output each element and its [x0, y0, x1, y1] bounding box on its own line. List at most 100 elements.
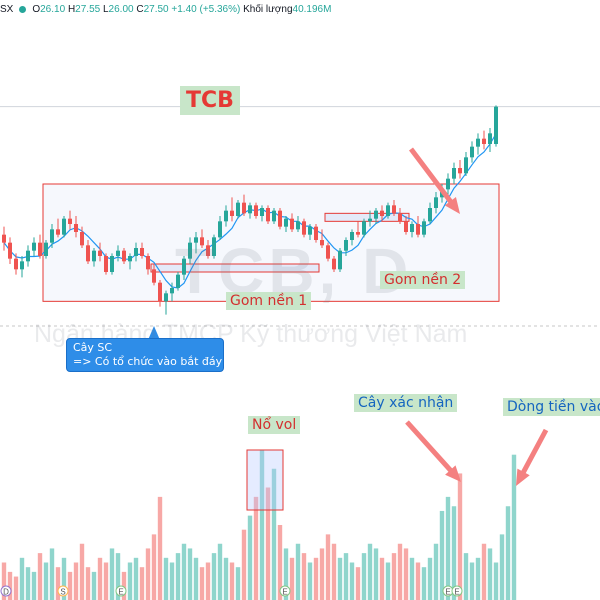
volume-bar — [343, 553, 349, 600]
volume-bar — [307, 562, 313, 600]
volume-bar — [187, 548, 193, 600]
volume-bar — [469, 562, 475, 600]
base-2-label: Gom nền 2 — [380, 271, 466, 289]
callout-title: Cây SC — [73, 341, 113, 354]
base-box — [150, 263, 320, 273]
candle-body — [74, 224, 78, 232]
candle-body — [26, 250, 30, 262]
volume-bar — [271, 468, 277, 600]
candle-body — [224, 210, 228, 222]
candle-body — [458, 168, 462, 174]
candle-body — [158, 282, 162, 302]
volume-bar — [43, 562, 49, 600]
candle-body — [266, 208, 270, 222]
volume-bar — [355, 567, 361, 600]
volume-bar — [403, 548, 409, 600]
volume-bar — [1, 562, 7, 600]
candle-body — [320, 240, 324, 246]
candle-body — [110, 256, 114, 272]
candle-body — [176, 274, 180, 288]
open-label: O — [32, 4, 41, 15]
volume-bar — [217, 543, 223, 600]
candle-body — [272, 210, 276, 222]
volume-bar — [31, 571, 37, 600]
volume-bar — [25, 567, 31, 600]
volume-bar — [277, 525, 283, 600]
volume-burst-box — [246, 449, 284, 511]
volume-bar — [127, 562, 133, 600]
candle-body — [170, 288, 174, 294]
volume-bar — [451, 506, 457, 600]
volume-bar — [229, 562, 235, 600]
volume-bar — [349, 562, 355, 600]
volume-bar — [457, 473, 463, 600]
candle-body — [212, 237, 216, 256]
volume-bar — [295, 543, 301, 600]
volume-bar — [493, 562, 499, 600]
candle-body — [410, 224, 414, 232]
volume-bar — [487, 548, 493, 600]
candle-body — [38, 242, 42, 256]
candle-body — [356, 232, 360, 235]
base-box — [324, 212, 410, 222]
candle-body — [296, 221, 300, 230]
candle-body — [128, 256, 132, 262]
volume-bar — [139, 567, 145, 600]
candle-body — [242, 202, 246, 214]
candle-body — [134, 248, 138, 256]
volume-bar — [439, 510, 445, 600]
candle-body — [194, 237, 198, 243]
open-value: 26.10 — [40, 4, 66, 15]
event-marker-letter: S — [60, 588, 65, 597]
volume-bar — [259, 450, 265, 600]
volume-bar — [49, 548, 55, 600]
volume-bar — [331, 543, 337, 600]
volume-bar — [199, 567, 205, 600]
candle-body — [404, 221, 408, 232]
volume-bar — [433, 543, 439, 600]
volume-bar — [55, 567, 61, 600]
volume-bar — [13, 576, 19, 600]
candle-body — [236, 202, 240, 216]
volume-label: Khối lượng — [243, 4, 293, 15]
candle-body — [62, 218, 66, 235]
volume-bar — [379, 557, 385, 600]
volume-bar — [151, 534, 157, 600]
candle-body — [80, 232, 84, 246]
candle-body — [182, 258, 186, 275]
volume-bar — [163, 557, 169, 600]
exchange-label: SX — [0, 4, 14, 15]
volume-bar — [301, 553, 307, 600]
volume-bar — [361, 553, 367, 600]
candle-body — [488, 133, 492, 144]
candle-body — [104, 256, 108, 272]
event-marker-letter: E — [445, 588, 450, 597]
base-1-label: Gom nền 1 — [226, 292, 312, 310]
candle-body — [68, 218, 72, 224]
volume-bar — [91, 571, 97, 600]
ticker-label: TCB — [180, 86, 240, 115]
candle-body — [464, 157, 468, 174]
volume-bar — [175, 553, 181, 600]
candle-body — [386, 205, 390, 216]
candle-body — [344, 240, 348, 251]
candle-body — [446, 178, 450, 190]
candle-body — [146, 256, 150, 270]
high-value: 27.55 — [75, 4, 101, 15]
volume-bar — [133, 557, 139, 600]
candle-body — [86, 245, 90, 262]
candle-body — [14, 258, 18, 270]
candle-body — [248, 205, 252, 214]
volume-bar — [205, 562, 211, 600]
candle-body — [416, 224, 420, 235]
candle-body — [44, 242, 48, 256]
volume-bar — [463, 553, 469, 600]
candle-body — [380, 210, 384, 216]
volume-bar — [109, 548, 115, 600]
candle-body — [332, 258, 336, 270]
event-marker-letter: E — [282, 588, 287, 597]
candle-body — [50, 229, 54, 243]
volume-bar — [397, 543, 403, 600]
event-marker-letter: D — [3, 588, 9, 597]
